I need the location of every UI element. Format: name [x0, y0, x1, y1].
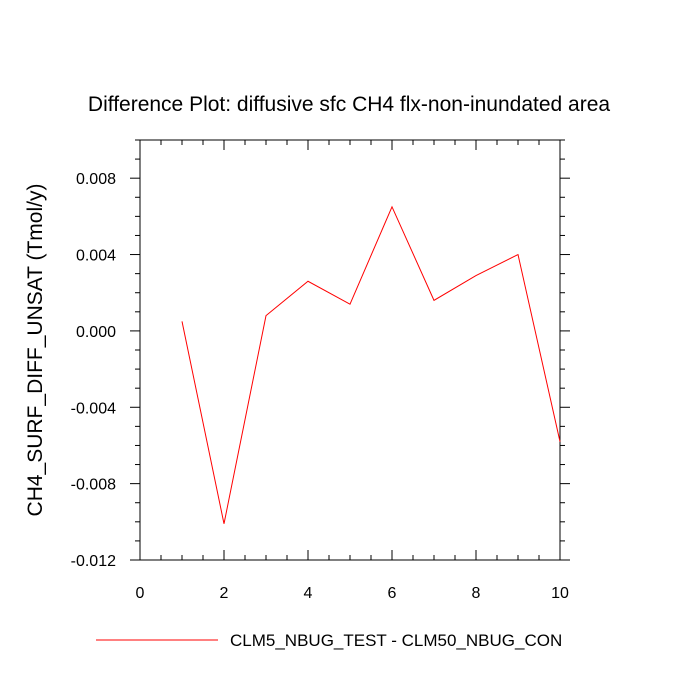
- y-tick-label: 0.004: [76, 248, 116, 265]
- plot-frame: [139, 139, 561, 561]
- axis-ticks: 0 2 4 6 8 10 -0.012 -0.008 -0.004 0.000 0.004 0.008: [71, 139, 570, 602]
- x-tick-label: 10: [551, 585, 569, 602]
- y-tick-label: 0.008: [76, 171, 116, 188]
- x-tick-label: 0: [136, 585, 145, 602]
- series-layer: [181, 205, 561, 524]
- x-tick-label: 6: [388, 585, 397, 602]
- x-tick-label: 4: [304, 585, 313, 602]
- series-line: [181, 205, 561, 524]
- y-tick-label: 0.000: [76, 324, 116, 341]
- y-tick-label: -0.004: [71, 400, 116, 417]
- y-axis-label: CH4_SURF_DIFF_UNSAT (Tmol/y): [24, 184, 47, 517]
- y-tick-label: -0.008: [71, 477, 116, 494]
- x-tick-label: 8: [472, 585, 481, 602]
- chart-title: Difference Plot: diffusive sfc CH4 flx-n…: [88, 93, 610, 116]
- legend-label: CLM5_NBUG_TEST - CLM50_NBUG_CON: [230, 631, 562, 650]
- x-tick-label: 2: [220, 585, 229, 602]
- y-tick-label: -0.012: [71, 553, 116, 570]
